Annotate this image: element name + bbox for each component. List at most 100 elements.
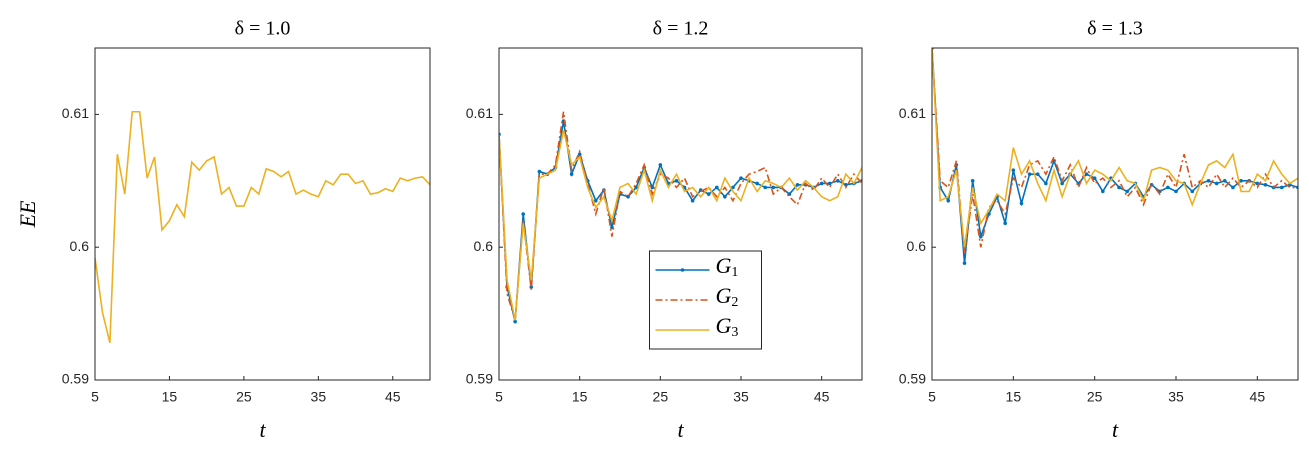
point [1117, 185, 1121, 190]
y-axis-label: EE [15, 200, 40, 228]
point [723, 194, 727, 199]
x-tick-label: 15 [162, 389, 178, 405]
x-tick-label: 35 [733, 389, 749, 405]
point [755, 181, 759, 186]
series-line [499, 111, 862, 321]
chart-title: δ = 1.0 [235, 18, 291, 40]
y-tick-label: 0.59 [466, 371, 493, 387]
point [650, 185, 655, 190]
y-tick-label: 0.59 [899, 371, 926, 387]
point [521, 212, 525, 216]
y-tick-label: 0.61 [62, 105, 89, 121]
chart-title: δ = 1.2 [653, 18, 709, 40]
series-line [499, 130, 862, 321]
point [1011, 168, 1016, 172]
point [1255, 181, 1260, 186]
legend-label: G3 [716, 313, 739, 340]
x-tick-label: 5 [495, 389, 503, 405]
x-tick-label: 15 [1006, 389, 1022, 405]
axes-box [498, 47, 863, 381]
legend-marker [680, 268, 685, 272]
point [1125, 189, 1129, 194]
y-tick-label: 0.6 [70, 238, 90, 254]
x-axis-label: t [1112, 417, 1119, 442]
x-tick-label: 35 [1168, 389, 1184, 405]
point [690, 198, 695, 203]
point [1206, 179, 1211, 183]
x-axis-label: t [259, 417, 266, 442]
point [594, 198, 598, 203]
axes-box [931, 47, 1299, 381]
point [836, 179, 840, 183]
series-line [932, 48, 1298, 248]
y-tick-label: 0.61 [899, 105, 926, 121]
point [1174, 189, 1178, 194]
series-line [932, 48, 1298, 264]
point [1223, 179, 1227, 183]
point [1279, 185, 1284, 190]
point [537, 169, 542, 174]
point [844, 182, 848, 187]
point [626, 194, 630, 199]
point [1214, 181, 1219, 186]
x-tick-label: 25 [1087, 389, 1103, 405]
point [634, 185, 638, 190]
point [739, 176, 743, 180]
point [1060, 181, 1064, 186]
point [1101, 189, 1105, 194]
x-tick-label: 15 [572, 389, 588, 405]
subplot: 5 15 25 35 45 0.59 0.6 0.61 δ = 1.3 t [899, 18, 1299, 442]
y-tick-label: 0.61 [466, 105, 493, 121]
point [970, 179, 975, 183]
point [771, 185, 776, 190]
point [715, 185, 719, 190]
point [819, 181, 824, 186]
subplot: 5 15 25 35 45 0.59 0.6 0.61 δ = 1.0 t EE [15, 18, 431, 442]
x-tick-label: 45 [385, 389, 401, 405]
y-tick-label: 0.6 [474, 238, 494, 254]
point [827, 181, 832, 186]
x-tick-label: 5 [928, 389, 936, 405]
point [731, 185, 735, 190]
point [1190, 189, 1195, 194]
x-tick-label: 35 [311, 389, 327, 405]
point [569, 172, 574, 176]
legend: G1 G2 G3 [649, 250, 762, 350]
point [1092, 176, 1097, 180]
x-tick-label: 45 [814, 389, 830, 405]
axes-box [94, 47, 431, 381]
x-tick-label: 25 [653, 389, 669, 405]
series-line [95, 110, 430, 344]
point [795, 182, 800, 187]
point [1019, 201, 1024, 206]
point [1027, 172, 1032, 176]
x-tick-label: 25 [236, 389, 252, 405]
x-tick-label: 45 [1250, 389, 1266, 405]
plot-area [95, 48, 430, 380]
point [577, 152, 582, 157]
subplot: 5 15 25 35 45 0.59 0.6 0.61 δ = 1.2 t G1 G2 G3 [466, 18, 863, 442]
point [1263, 182, 1268, 187]
x-tick-label: 5 [91, 389, 99, 405]
point [946, 198, 951, 203]
point [1166, 185, 1170, 190]
y-tick-label: 0.6 [907, 238, 927, 254]
point [1035, 172, 1040, 176]
point [706, 192, 711, 196]
chart-title: δ = 1.3 [1087, 18, 1143, 40]
point [763, 185, 767, 190]
point [1084, 172, 1089, 176]
point [658, 163, 663, 167]
point [962, 261, 967, 265]
legend-label: G2 [716, 283, 739, 310]
plot-area [932, 48, 1298, 380]
x-axis-label: t [677, 417, 684, 442]
point [513, 319, 517, 324]
legend-label: G1 [716, 253, 739, 280]
y-tick-label: 0.59 [62, 371, 89, 387]
point [1044, 181, 1048, 186]
point [979, 234, 983, 239]
point [1239, 179, 1243, 183]
series-line [932, 48, 1298, 254]
